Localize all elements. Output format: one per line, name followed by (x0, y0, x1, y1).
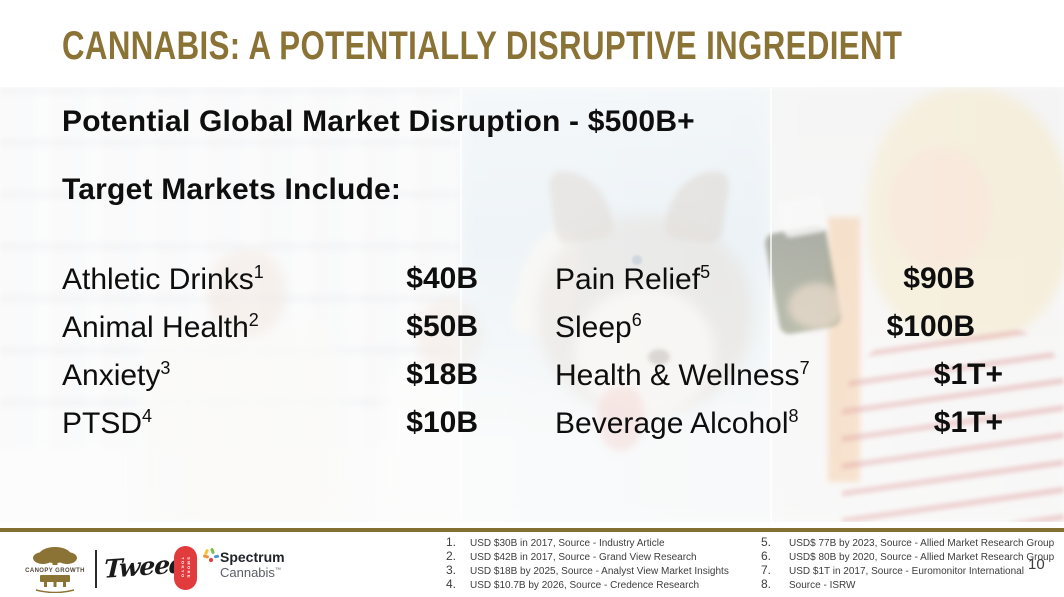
market-label: PTSD4 (62, 405, 153, 440)
market-row-animal-health: Animal Health2 $50B (62, 303, 478, 351)
footnote-ref: 7 (799, 357, 810, 378)
footnote-ref: 2 (248, 309, 259, 330)
spectrum-starburst-icon (202, 547, 220, 564)
footnote-ref: 4 (142, 405, 153, 426)
footnotes-left: 1. USD $30B in 2017, Source - Industry Ar… (446, 536, 729, 592)
spectrum-logo-word: Spectrum (220, 549, 285, 565)
market-row-athletic-drinks: Athletic Drinks1 $40B (62, 255, 478, 303)
market-value: $18B (406, 358, 478, 391)
market-value: $90B (903, 262, 975, 295)
markets-column-right: Pain Relief5 $90B Sleep6 $100B Health & … (555, 255, 1003, 447)
market-row-beverage-alcohol: Beverage Alcohol8 $1T+ (555, 399, 1003, 447)
gold-divider-rule (0, 528, 1064, 532)
spectrum-logo-word2: Cannabis™ (220, 565, 281, 580)
market-photo-collage: Potential Global Market Disruption - $50… (0, 87, 1064, 522)
canopy-growth-logo-text: CANOPY GROWTH (25, 568, 85, 574)
market-row-anxiety: Anxiety3 $18B (62, 351, 478, 399)
market-label: Athletic Drinks1 (62, 261, 264, 296)
slide-title: CANNABIS: A POTENTIALLY DISRUPTIVE INGRE… (62, 24, 903, 68)
footnote: 3. USD $18B by 2025, Source - Analyst Vie… (446, 563, 729, 578)
footnote-ref: 6 (631, 309, 642, 330)
market-row-ptsd: PTSD4 $10B (62, 399, 478, 447)
footnotes-right: 5. USD$ 77B by 2023, Source - Allied Mark… (761, 536, 1054, 592)
footnote-ref: 3 (160, 357, 171, 378)
footnote: 7. USD $1T in 2017, Source - Euromonitor … (761, 563, 1024, 578)
footer: CANOPY GROWTH Tweed TOKYO SMOKE Spectrum… (0, 532, 1064, 597)
market-value: $1T+ (933, 406, 1003, 439)
markets-column-left: Athletic Drinks1 $40B Animal Health2 $50… (62, 255, 478, 447)
spectrum-cannabis-logo: Spectrum Cannabis™ (202, 546, 292, 590)
footnote-ref: 5 (700, 261, 711, 282)
footnote-ref: 1 (253, 261, 264, 282)
market-value: $1T+ (933, 358, 1003, 391)
market-label: Beverage Alcohol8 (555, 405, 799, 440)
footnote-ref: 8 (788, 405, 799, 426)
market-row-health-wellness: Health & Wellness7 $1T+ (555, 351, 1003, 399)
footnote: 1. USD $30B in 2017, Source - Industry Ar… (446, 535, 665, 550)
market-label: Health & Wellness7 (555, 357, 810, 392)
market-value: $10B (406, 406, 478, 439)
market-label: Anxiety3 (62, 357, 171, 392)
tokyo-smoke-logo-text: SMOKE (186, 556, 192, 580)
market-row-sleep: Sleep6 $100B (555, 303, 1003, 351)
market-label: Pain Relief5 (555, 261, 711, 296)
page-number: 10 (1028, 556, 1045, 573)
market-value: $40B (406, 262, 478, 295)
footnote: 6. USD$ 80B by 2020, Source - Allied Mark… (761, 549, 1055, 564)
market-disruption-heading: Potential Global Market Disruption - $50… (62, 105, 695, 138)
logo-divider-line (95, 550, 97, 588)
footnote: 5. USD$ 77B by 2023, Source - Allied Mark… (761, 535, 1055, 550)
tokyo-smoke-logo: TOKYO SMOKE (174, 546, 197, 590)
tokyo-smoke-logo-text: TOKYO (180, 557, 186, 579)
white-wash-overlay (0, 87, 1064, 522)
market-value: $50B (406, 310, 478, 343)
footnote: 2. USD $42B in 2017, Source - Grand View … (446, 549, 697, 564)
target-markets-subheading: Target Markets Include: (62, 173, 402, 206)
market-label: Sleep6 (555, 309, 642, 344)
canopy-growth-logo: CANOPY GROWTH (25, 547, 85, 593)
footnote: 4. USD $10.7B by 2026, Source - Credence … (446, 577, 700, 592)
market-label: Animal Health2 (62, 309, 259, 344)
market-value: $100B (886, 310, 975, 343)
market-row-pain-relief: Pain Relief5 $90B (555, 255, 1003, 303)
footnote: 8. Source - ISRW (761, 577, 856, 592)
